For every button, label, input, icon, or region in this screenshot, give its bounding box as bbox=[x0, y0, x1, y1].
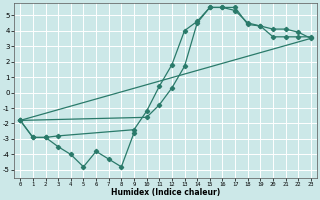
X-axis label: Humidex (Indice chaleur): Humidex (Indice chaleur) bbox=[111, 188, 220, 197]
